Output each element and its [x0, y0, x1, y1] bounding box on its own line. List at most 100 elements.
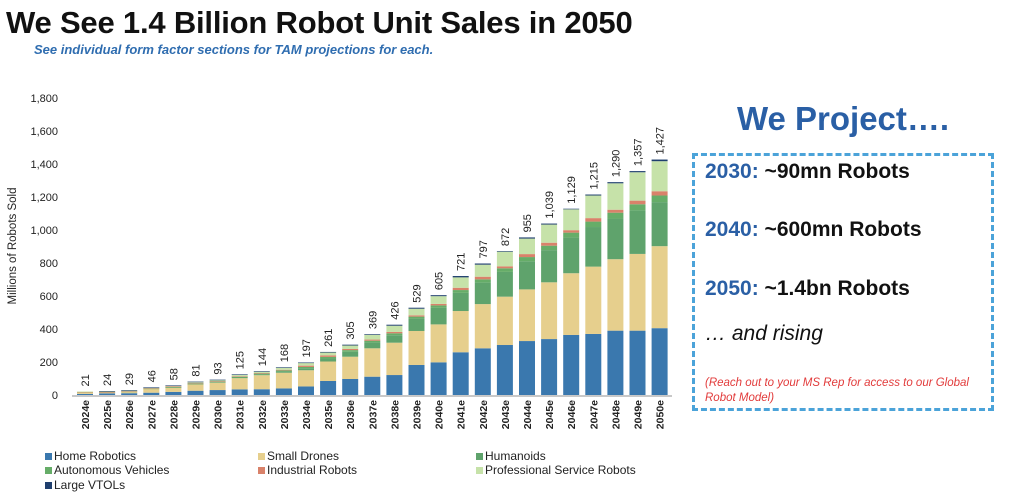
bar-segment-autonomous-vehicles — [430, 305, 447, 308]
legend-swatch — [45, 466, 52, 474]
bar-segment-industrial-robots — [563, 230, 580, 233]
bar-segment-professional-service-robots — [187, 381, 204, 383]
bar-segment-autonomous-vehicles — [474, 279, 491, 283]
bar-segment-industrial-robots — [253, 373, 270, 374]
projection-year: 2040: — [705, 218, 759, 241]
bar-stack-2028e — [165, 385, 182, 395]
bar-segment-home-robotics — [519, 341, 535, 395]
projection-value: ~90mn Robots — [758, 160, 910, 183]
bar-segment-home-robotics — [77, 393, 93, 395]
bar-segment-industrial-robots — [651, 191, 668, 196]
legend-item-humanoids: Humanoids — [476, 449, 546, 463]
bar-segment-professional-service-robots — [563, 209, 580, 231]
projection-heading: We Project…. — [736, 100, 950, 137]
bar-segment-industrial-robots — [408, 315, 425, 317]
total-labels: 21 24 29 46 58 81 93 125 144 168 197 261 305 369 426 52… — [80, 127, 667, 387]
total-label: 1,039 — [544, 191, 556, 219]
bar-segment-home-robotics — [541, 339, 558, 395]
bar-segment-home-robotics — [651, 328, 668, 395]
total-label: 955 — [522, 214, 534, 232]
bar-segment-industrial-robots — [77, 391, 93, 393]
bar-segment-home-robotics — [253, 389, 270, 395]
x-tick-label: 2050e — [655, 400, 667, 429]
x-tick-label: 2039e — [412, 400, 424, 429]
x-tick-label: 2029e — [191, 400, 203, 429]
bar-segment-small-drones — [629, 253, 646, 331]
bar-segment-professional-service-robots — [430, 296, 447, 304]
bar-segment-home-robotics — [320, 380, 337, 395]
bar-segment-large-vtols — [320, 351, 337, 353]
bar-segment-industrial-robots — [99, 391, 116, 393]
bar-segment-industrial-robots — [541, 242, 558, 246]
x-tick-label: 2048e — [610, 400, 622, 429]
bar-segment-home-robotics — [209, 390, 226, 395]
legend-swatch — [258, 466, 265, 474]
bar-segment-industrial-robots — [275, 369, 292, 371]
bar-segment-home-robotics — [121, 393, 138, 395]
bar-segment-industrial-robots — [452, 287, 469, 291]
total-label: 426 — [389, 301, 401, 319]
bar-segment-home-robotics — [629, 330, 646, 395]
bar-stack-2025e — [99, 391, 116, 395]
bar-segment-professional-service-robots — [77, 391, 93, 393]
bar-segment-home-robotics — [386, 375, 403, 395]
y-tick-label: 400 — [40, 324, 58, 336]
bar-stack-2039e — [408, 307, 425, 395]
bars-group — [77, 159, 668, 395]
x-tick-label: 2046e — [566, 400, 578, 429]
y-tick-label: 600 — [40, 291, 58, 303]
legend-item-autonomous-vehicles: Autonomous Vehicles — [45, 463, 169, 477]
bar-segment-small-drones — [99, 392, 116, 394]
bar-stack-2035e — [320, 351, 337, 395]
bar-segment-industrial-robots — [209, 381, 226, 382]
bar-segment-professional-service-robots — [629, 172, 646, 201]
bar-segment-large-vtols — [364, 334, 381, 335]
bar-segment-home-robotics — [452, 352, 469, 395]
bar-segment-humanoids — [651, 202, 668, 247]
bar-segment-small-drones — [187, 384, 204, 391]
bar-segment-humanoids — [452, 292, 469, 312]
bar-segment-home-robotics — [364, 376, 381, 395]
legend-label: Humanoids — [485, 449, 546, 463]
x-tick-label: 2049e — [633, 400, 645, 429]
x-tick-label: 2038e — [389, 400, 401, 429]
bar-segment-autonomous-vehicles — [496, 268, 513, 272]
x-tick-label: 2033e — [279, 400, 291, 429]
page-title: We See 1.4 Billion Robot Unit Sales in 2… — [6, 5, 633, 40]
bar-segment-home-robotics — [298, 386, 314, 395]
bar-segment-professional-service-robots — [585, 195, 602, 219]
bar-segment-large-vtols — [452, 276, 469, 278]
bar-segment-large-vtols — [563, 208, 580, 210]
bar-stack-2036e — [342, 344, 359, 395]
projection-value: ~600mn Robots — [758, 218, 922, 241]
bar-segment-professional-service-robots — [474, 264, 491, 277]
legend-item-professional-service-robots: Professional Service Robots — [476, 463, 636, 477]
bar-segment-small-drones — [563, 273, 580, 335]
bar-segment-professional-service-robots — [607, 183, 624, 210]
bar-segment-autonomous-vehicles — [541, 245, 558, 251]
bar-segment-humanoids — [474, 282, 491, 305]
bar-segment-small-drones — [474, 304, 491, 349]
legend-swatch — [476, 466, 483, 474]
bar-segment-large-vtols — [187, 381, 204, 383]
bar-segment-large-vtols — [298, 362, 314, 364]
bar-segment-autonomous-vehicles — [452, 290, 469, 293]
bar-segment-autonomous-vehicles — [386, 333, 403, 336]
bar-segment-autonomous-vehicles — [298, 366, 314, 369]
bar-segment-small-drones — [585, 266, 602, 334]
total-label: 125 — [235, 351, 247, 369]
bar-segment-autonomous-vehicles — [519, 257, 535, 262]
total-label: 305 — [345, 321, 357, 339]
bar-segment-humanoids — [386, 335, 403, 343]
bar-segment-humanoids — [320, 358, 337, 362]
bar-segment-industrial-robots — [629, 200, 646, 205]
bar-segment-autonomous-vehicles — [607, 212, 624, 219]
bar-stack-2047e — [585, 194, 602, 395]
legend-label: Large VTOLs — [54, 478, 126, 492]
bar-segment-humanoids — [519, 261, 535, 290]
bar-stack-2049e — [629, 171, 646, 395]
bar-segment-industrial-robots — [607, 209, 624, 213]
bar-segment-industrial-robots — [298, 365, 314, 367]
total-label: 872 — [500, 228, 512, 246]
total-label: 24 — [102, 374, 114, 386]
